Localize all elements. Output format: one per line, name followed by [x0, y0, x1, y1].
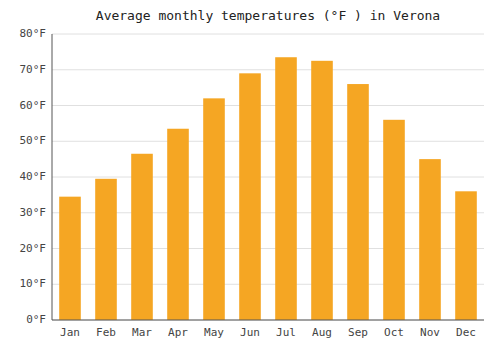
y-tick-label: 70°F [20, 63, 47, 76]
x-tick-label: Jul [276, 326, 296, 339]
y-tick-label: 30°F [20, 206, 47, 219]
bar [455, 191, 477, 320]
bar [239, 73, 261, 320]
x-tick-label: Aug [312, 326, 332, 339]
page: {"chart_data": {"type": "bar", "title": … [0, 0, 500, 350]
x-tick-label: Apr [168, 326, 188, 339]
x-tick-labels: Jan Feb Mar Apr May Jun Jul Aug Sep Oct Nov Dec [60, 326, 476, 339]
bar [131, 154, 153, 320]
x-tick-label: Jan [60, 326, 80, 339]
bars [59, 57, 477, 320]
bar [203, 98, 225, 320]
x-tick-label: Jun [240, 326, 260, 339]
y-tick-label: 60°F [20, 99, 47, 112]
y-tick-label: 40°F [20, 170, 47, 183]
chart-container: Average monthly temperatures (°F ) in Ve… [0, 0, 500, 350]
y-axis-line [52, 34, 53, 320]
bar [383, 120, 405, 320]
y-tick-label: 80°F [20, 27, 47, 40]
x-tick-label: May [204, 326, 224, 339]
bar [59, 197, 81, 320]
bar [275, 57, 297, 320]
x-axis-line [52, 320, 484, 321]
grid-line [52, 105, 484, 106]
x-tick-label: Mar [132, 326, 152, 339]
bar [95, 179, 117, 320]
x-tick-label: Dec [456, 326, 476, 339]
grid-line [52, 141, 484, 142]
y-tick-label: 0°F [26, 313, 46, 326]
x-tick-label: Feb [96, 326, 116, 339]
grid-line [52, 320, 484, 321]
x-tick-label: Nov [420, 326, 440, 339]
x-tick-label: Sep [348, 326, 368, 339]
y-grid [52, 34, 484, 320]
y-tick-label: 10°F [20, 277, 47, 290]
grid-line [52, 69, 484, 70]
x-tick-label: Oct [384, 326, 404, 339]
chart-title: Average monthly temperatures (°F ) in Ve… [96, 8, 440, 23]
grid-line [52, 34, 484, 35]
y-tick-labels: 0°F 10°F 20°F 30°F 40°F 50°F 60°F 70°F 80°F [20, 27, 47, 326]
bar [347, 84, 369, 320]
y-tick-label: 50°F [20, 134, 47, 147]
bar [167, 129, 189, 320]
bar [311, 61, 333, 320]
bar [419, 159, 441, 320]
y-tick-label: 20°F [20, 242, 47, 255]
chart-svg: Average monthly temperatures (°F ) in Ve… [0, 0, 500, 350]
